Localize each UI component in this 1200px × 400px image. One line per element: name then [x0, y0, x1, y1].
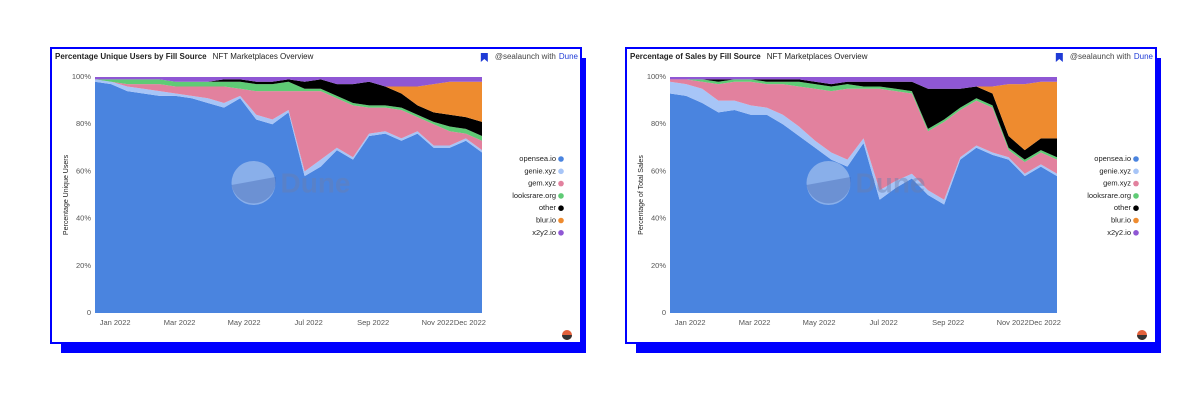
area — [670, 79, 1057, 200]
legend-dot — [1133, 180, 1139, 187]
legend-label: x2y2.io — [1107, 228, 1131, 237]
area — [95, 79, 482, 177]
legend-dot — [1133, 156, 1139, 162]
watermark: Dune — [281, 167, 351, 198]
legend-label: looksrare.org — [1087, 191, 1131, 200]
bookmark-icon — [1055, 53, 1063, 62]
y-axis-label: Percentage Unique Users — [63, 154, 70, 235]
chart-title: Percentage of Sales by Fill Source — [630, 52, 761, 61]
legend-dot — [558, 205, 564, 211]
legend-dot — [558, 217, 564, 224]
attribution-link: Dune — [559, 52, 579, 61]
chart-title: Percentage Unique Users by Fill Source — [55, 52, 207, 61]
y-tick-label: 80% — [651, 119, 666, 128]
legend-dot — [1133, 205, 1139, 211]
x-tick-label: May 2022 — [803, 318, 836, 327]
x-tick-label: Mar 2022 — [164, 318, 196, 327]
y-tick-label: 80% — [76, 119, 91, 128]
y-tick-label: 60% — [76, 166, 91, 175]
y-tick-label: 20% — [651, 261, 666, 270]
y-tick-label: 0 — [662, 308, 666, 317]
legend-label: gem.xyz — [1103, 179, 1131, 188]
legend-label: genie.xyz — [1099, 166, 1131, 175]
y-axis-label: Percentage of Total Sales — [638, 155, 645, 235]
x-tick-label: Dec 2022 — [1029, 318, 1061, 327]
y-tick-label: 40% — [651, 214, 666, 223]
y-tick-label: 100% — [72, 72, 92, 81]
y-tick-label: 100% — [647, 72, 667, 81]
y-tick-label: 60% — [651, 166, 666, 175]
legend-dot — [558, 168, 564, 175]
x-tick-label: Sep 2022 — [932, 318, 964, 327]
x-tick-label: Jul 2022 — [869, 318, 897, 327]
attribution: @sealaunch with — [1070, 52, 1131, 61]
legend-dot — [558, 230, 564, 236]
x-tick-label: Jul 2022 — [294, 318, 322, 327]
area — [670, 81, 1057, 205]
watermark: Dune — [856, 167, 926, 198]
area — [670, 93, 1057, 314]
legend-label: other — [539, 203, 557, 212]
y-tick-label: 40% — [76, 214, 91, 223]
y-tick-label: 20% — [76, 261, 91, 270]
legend-label: blur.io — [536, 215, 556, 224]
legend-dot — [1133, 168, 1139, 175]
area — [670, 77, 1057, 89]
x-tick-label: May 2022 — [228, 318, 261, 327]
legend-label: x2y2.io — [532, 228, 556, 237]
area — [95, 79, 482, 122]
legend-label: opensea.io — [1094, 154, 1131, 163]
x-tick-label: Dec 2022 — [454, 318, 486, 327]
attribution: @sealaunch with — [495, 52, 556, 61]
legend-dot — [558, 180, 564, 187]
legend-dot — [558, 156, 564, 162]
legend-label: blur.io — [1111, 215, 1131, 224]
legend-label: gem.xyz — [528, 179, 556, 188]
legend-label: genie.xyz — [524, 166, 556, 175]
area — [95, 81, 482, 313]
x-tick-label: Nov 2022 — [422, 318, 454, 327]
x-tick-label: Sep 2022 — [357, 318, 389, 327]
watermark-logo — [806, 161, 851, 205]
area — [95, 79, 482, 172]
bookmark-icon — [480, 53, 488, 62]
legend-label: opensea.io — [519, 154, 556, 163]
legend-dot — [1133, 230, 1139, 236]
x-tick-label: Nov 2022 — [997, 318, 1029, 327]
watermark-logo-half — [231, 177, 276, 204]
area — [95, 77, 482, 87]
legend-dot — [1133, 217, 1139, 224]
watermark-logo-half — [806, 177, 851, 204]
chart-subtitle: NFT Marketplaces Overview — [213, 52, 314, 61]
legend-dot — [1133, 193, 1139, 199]
area — [95, 79, 482, 141]
watermark-logo — [231, 161, 276, 205]
chart-subtitle: NFT Marketplaces Overview — [767, 52, 868, 61]
legend-label: looksrare.org — [512, 191, 556, 200]
y-tick-label: 0 — [87, 308, 91, 317]
x-tick-label: Mar 2022 — [739, 318, 771, 327]
legend-dot — [558, 193, 564, 199]
avatar-icon-half — [1137, 335, 1147, 340]
avatar-icon-half — [562, 335, 572, 340]
x-tick-label: Jan 2022 — [675, 318, 706, 327]
legend-label: other — [1114, 203, 1132, 212]
x-tick-label: Jan 2022 — [100, 318, 131, 327]
area — [670, 79, 1057, 160]
area — [95, 79, 482, 136]
attribution-link: Dune — [1134, 52, 1154, 61]
area — [670, 79, 1057, 151]
